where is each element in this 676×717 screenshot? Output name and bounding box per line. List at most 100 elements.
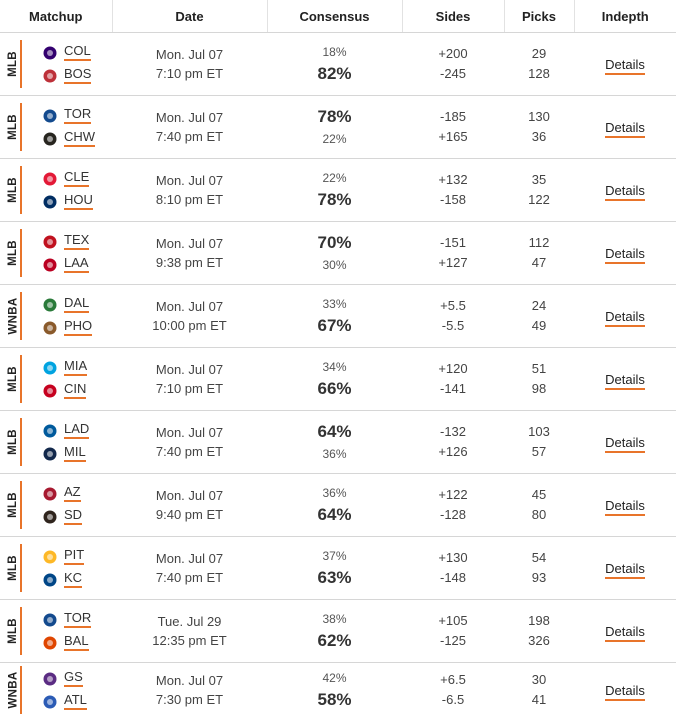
header-picks[interactable]: Picks	[504, 0, 575, 33]
sides-cell: +132 -158	[402, 158, 504, 222]
team-abbr-link[interactable]: CLE	[64, 170, 90, 187]
game-date: Mon. Jul 07	[155, 299, 224, 314]
consensus-cell: 78% 22%	[267, 95, 402, 159]
header-indepth: Indepth	[574, 0, 676, 33]
date-cell: Mon. Jul 07 9:40 pm ET	[112, 473, 267, 537]
team-entry[interactable]: MIA	[42, 358, 88, 377]
picks-cell: 54 93	[504, 536, 574, 600]
team-abbr-link[interactable]: MIL	[64, 445, 86, 462]
side-line: +5.5	[440, 298, 466, 313]
details-link[interactable]: Details	[605, 434, 645, 453]
team-abbr-link[interactable]: CHW	[64, 130, 96, 147]
details-link[interactable]: Details	[605, 623, 645, 642]
header-sides[interactable]: Sides	[402, 0, 505, 33]
team-entry[interactable]: CHW	[42, 129, 96, 148]
consensus-percent: 78%	[317, 190, 352, 209]
header-date[interactable]: Date	[112, 0, 268, 33]
team-entry[interactable]: AZ	[42, 484, 82, 503]
team-entry[interactable]: CLE	[42, 169, 93, 188]
team-entry[interactable]: HOU	[42, 192, 93, 211]
team-entry[interactable]: BAL	[42, 633, 91, 652]
game-date: Mon. Jul 07	[155, 173, 224, 188]
team-entry[interactable]: GS	[42, 669, 87, 688]
details-link[interactable]: Details	[605, 308, 645, 327]
team-entry[interactable]: COL	[42, 43, 91, 62]
consensus-cell: 70% 30%	[267, 221, 402, 285]
header-consensus[interactable]: Consensus	[267, 0, 403, 33]
team-abbr-link[interactable]: KC	[64, 571, 83, 588]
team-abbr-link[interactable]: MIA	[64, 359, 88, 376]
header-matchup[interactable]: Matchup	[0, 0, 113, 33]
team-abbr-link[interactable]: ATL	[64, 693, 87, 710]
side-line: +126	[438, 444, 468, 459]
team-entry[interactable]: PIT	[42, 547, 85, 566]
wings-logo-icon	[42, 297, 58, 313]
team-abbr-link[interactable]: PIT	[64, 548, 85, 565]
consensus-percent: 82%	[317, 64, 352, 83]
side-line: -125	[439, 633, 467, 648]
valkyries-logo-icon	[42, 671, 58, 687]
table-row: MLB TEX LAA Mon. Jul 07 9:38 pm ET 70% 30% -151…	[0, 221, 676, 285]
details-link[interactable]: Details	[605, 182, 645, 201]
team-entry[interactable]: CIN	[42, 381, 87, 400]
team-entry[interactable]: BOS	[42, 66, 92, 85]
details-cell: Details	[574, 221, 676, 285]
team-entry[interactable]: DAL	[42, 295, 92, 314]
details-link[interactable]: Details	[605, 119, 645, 138]
team-entry[interactable]: ATL	[42, 692, 87, 711]
reds-logo-icon	[42, 383, 58, 399]
team-entry[interactable]: SD	[42, 507, 83, 526]
team-abbr-link[interactable]: HOU	[64, 193, 93, 210]
consensus-percent: 70%	[317, 233, 352, 252]
team-abbr-link[interactable]: GS	[64, 670, 83, 687]
team-abbr-link[interactable]: BOS	[64, 67, 92, 84]
angels-logo-icon	[42, 257, 58, 273]
pick-count: 128	[528, 66, 550, 81]
consensus-percent: 62%	[317, 631, 352, 650]
league-label: MLB	[6, 544, 22, 592]
royals-logo-icon	[42, 572, 58, 588]
team-entry[interactable]: MIL	[42, 444, 89, 463]
sides-cell: +105 -125	[402, 599, 504, 663]
side-line: +6.5	[440, 672, 466, 687]
details-link[interactable]: Details	[605, 682, 645, 701]
side-line: +132	[438, 172, 468, 187]
team-abbr-link[interactable]: BAL	[64, 634, 89, 651]
details-link[interactable]: Details	[605, 497, 645, 516]
team-abbr-link[interactable]: TEX	[64, 233, 90, 250]
team-abbr-link[interactable]: DAL	[64, 296, 90, 313]
sides-cell: -132 +126	[402, 410, 504, 474]
sides-cell: +122 -128	[402, 473, 504, 537]
details-link[interactable]: Details	[605, 371, 645, 390]
team-abbr-link[interactable]: COL	[64, 44, 91, 61]
team-abbr-link[interactable]: TOR	[64, 107, 92, 124]
team-entry[interactable]: LAD	[42, 421, 90, 440]
team-abbr-link[interactable]: PHO	[64, 319, 93, 336]
team-entry[interactable]: TOR	[42, 106, 95, 125]
game-date: Mon. Jul 07	[155, 110, 224, 125]
consensus-cell: 36% 64%	[267, 473, 402, 537]
details-link[interactable]: Details	[605, 245, 645, 264]
picks-cell: 103 57	[504, 410, 574, 474]
pick-count: 93	[531, 570, 547, 585]
team-abbr-link[interactable]: AZ	[64, 485, 81, 502]
details-link[interactable]: Details	[605, 56, 645, 75]
details-link[interactable]: Details	[605, 560, 645, 579]
team-abbr-link[interactable]: TOR	[64, 611, 92, 628]
team-abbr-link[interactable]: LAA	[64, 256, 89, 273]
team-abbr-link[interactable]: LAD	[64, 422, 90, 439]
details-cell: Details	[574, 284, 676, 348]
team-entry[interactable]: PHO	[42, 318, 93, 337]
game-time: 8:10 pm ET	[155, 192, 224, 207]
team-abbr-link[interactable]: CIN	[64, 382, 87, 399]
matchup-cell: MLB MIA CIN	[0, 347, 112, 411]
team-entry[interactable]: KC	[42, 570, 84, 589]
team-entry[interactable]: TEX	[42, 232, 90, 251]
rockies-logo-icon	[42, 45, 58, 61]
game-time: 12:35 pm ET	[152, 633, 227, 648]
consensus-percent: 63%	[317, 568, 352, 587]
team-entry[interactable]: LAA	[42, 255, 89, 274]
team-entry[interactable]: TOR	[42, 610, 92, 629]
team-abbr-link[interactable]: SD	[64, 508, 83, 525]
matchup-cell: MLB TOR BAL	[0, 599, 112, 663]
